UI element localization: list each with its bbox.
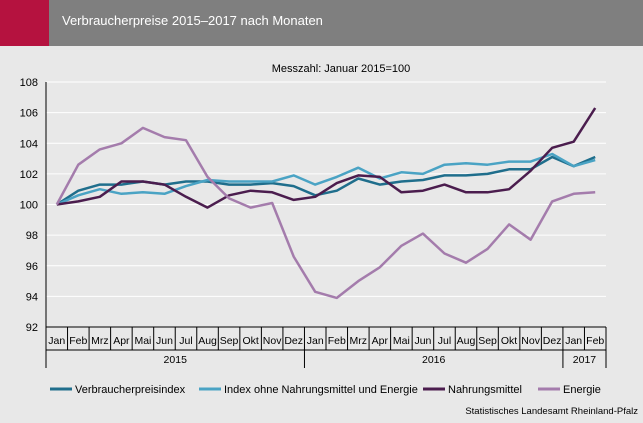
legend-label: Energie [563,384,601,396]
x-tick-label: Nov [263,335,282,347]
x-tick-label: Feb [328,335,346,347]
legend-label: Nahrungsmittel [448,384,522,396]
x-tick-label: Mai [393,335,410,347]
y-tick-label: 94 [26,291,38,303]
x-tick-label: Jan [48,335,65,347]
y-tick-label: 106 [20,108,38,120]
x-tick-label: Mai [134,335,151,347]
x-tick-label: Dez [543,335,562,347]
chart-header: Verbraucherpreise 2015–2017 nach Monaten [0,0,643,46]
x-tick-label: Sep [478,335,497,347]
header-accent-block [0,0,49,46]
x-tick-label: Jun [414,335,431,347]
legend-label: Index ohne Nahrungsmittel und Energie [224,384,418,396]
y-tick-label: 100 [20,200,38,212]
y-tick-label: 98 [26,230,38,242]
x-tick-label: Mrz [350,335,368,347]
chart-title: Verbraucherpreise 2015–2017 nach Monaten [62,13,323,28]
y-tick-label: 92 [26,322,38,334]
x-tick-label: Jul [438,335,451,347]
year-label: 2015 [164,354,188,366]
x-tick-label: Feb [69,335,87,347]
x-tick-label: Jan [307,335,324,347]
chart-subtitle: Messzahl: Januar 2015=100 [272,63,411,75]
x-tick-label: Jan [565,335,582,347]
x-tick-label: Okt [242,335,258,347]
series-line [56,107,597,209]
year-label: 2017 [573,354,597,366]
series-line [55,126,596,300]
y-tick-label: 102 [20,169,38,181]
x-tick-label: Jul [179,335,192,347]
legend-label: Verbraucherpreisindex [75,384,186,396]
series-line [56,152,596,206]
x-tick-label: Jun [156,335,173,347]
x-tick-label: Aug [198,335,217,347]
y-tick-label: 104 [20,138,38,150]
x-tick-label: Feb [586,335,604,347]
x-tick-label: Apr [113,335,130,347]
x-tick-label: Dez [284,335,303,347]
x-tick-label: Okt [501,335,517,347]
x-tick-label: Aug [457,335,476,347]
y-tick-label: 96 [26,261,38,273]
year-label: 2016 [422,354,446,366]
source-note: Statistisches Landesamt Rheinland-Pfalz [465,406,638,417]
x-tick-label: Mrz [91,335,109,347]
x-tick-label: Nov [521,335,540,347]
x-tick-label: Apr [372,335,389,347]
y-tick-label: 108 [20,77,38,89]
x-tick-label: Sep [220,335,239,347]
